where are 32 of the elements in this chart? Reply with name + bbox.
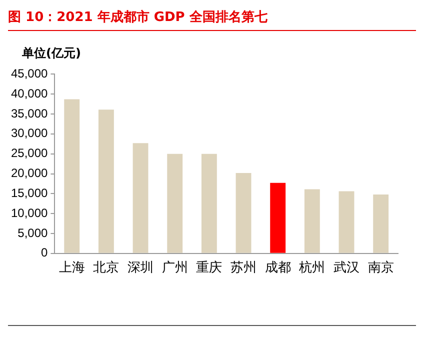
x-tick-label: 南京 — [368, 260, 394, 276]
y-tick-label: 35,000 — [11, 106, 48, 120]
y-tick-label: 25,000 — [11, 146, 48, 160]
y-tick-label: 15,000 — [11, 186, 48, 200]
bar — [304, 189, 320, 253]
bar — [236, 172, 252, 253]
x-tick-label: 苏州 — [230, 260, 257, 276]
x-tick-label: 上海 — [58, 260, 85, 276]
y-tick-label: 30,000 — [11, 126, 48, 140]
x-tick-label: 广州 — [162, 260, 188, 276]
y-tick-label: 20,000 — [11, 166, 48, 180]
bar — [167, 154, 183, 253]
chart-title: 图 10：2021 年成都市 GDP 全国排名第七 — [8, 8, 416, 31]
y-tick-label: 5,000 — [18, 226, 48, 240]
x-tick-label: 成都 — [264, 260, 291, 276]
y-tick-label: 45,000 — [11, 66, 48, 81]
y-tick-label: 10,000 — [11, 206, 48, 220]
bar — [132, 143, 148, 253]
x-tick-label: 武汉 — [334, 260, 360, 276]
y-axis-title: 单位(亿元) — [22, 45, 82, 62]
bar — [338, 191, 354, 253]
bar — [201, 154, 217, 253]
x-tick-label: 杭州 — [298, 260, 326, 276]
x-tick-label: 重庆 — [196, 260, 222, 276]
y-tick-label: 0 — [41, 246, 48, 260]
bar — [270, 182, 286, 253]
bar — [373, 194, 389, 253]
bar — [98, 110, 114, 253]
x-tick-label: 北京 — [93, 260, 120, 276]
x-tick-label: 深圳 — [128, 260, 154, 276]
bar — [64, 99, 80, 253]
y-tick-label: 40,000 — [11, 86, 48, 100]
